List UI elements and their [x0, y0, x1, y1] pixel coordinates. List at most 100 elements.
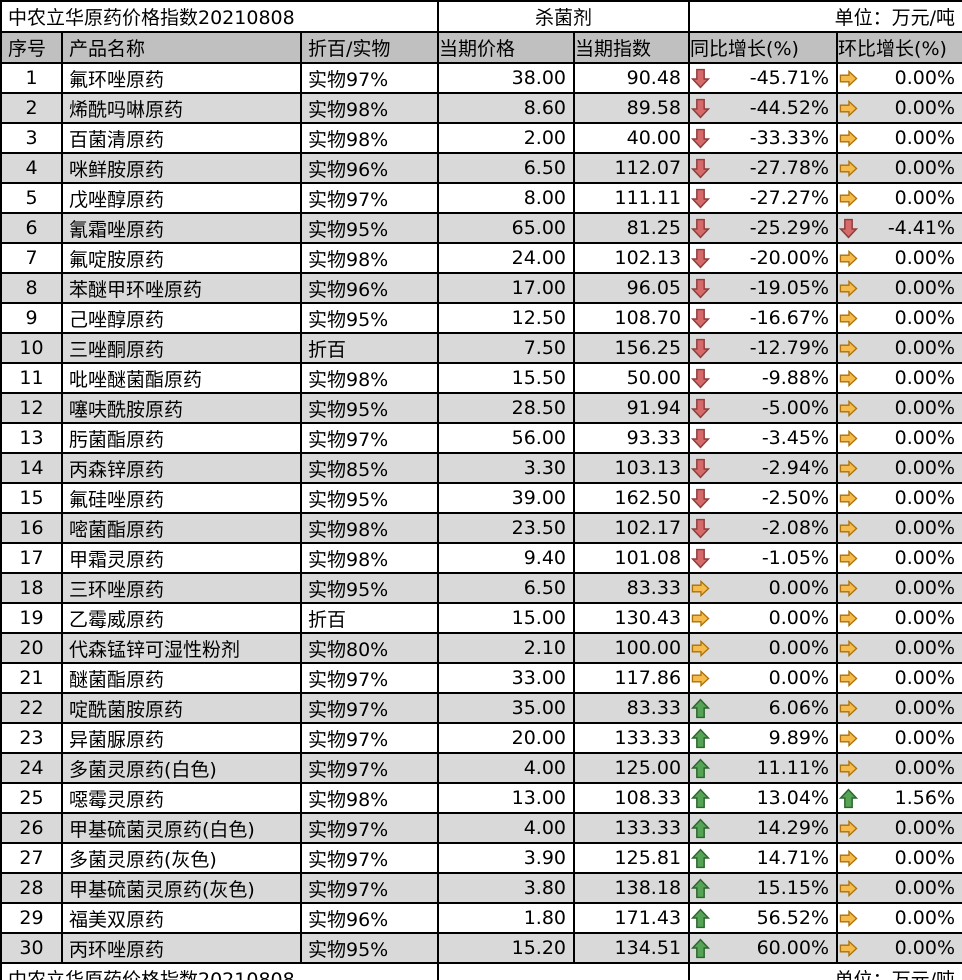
- current-price-cell[interactable]: 33.00: [437, 662, 576, 694]
- basis-cell[interactable]: 实物85%: [299, 452, 440, 484]
- current-price-cell[interactable]: 12.50: [437, 302, 576, 334]
- current-price-cell[interactable]: 2.00: [437, 122, 576, 154]
- basis-cell[interactable]: 实物95%: [299, 932, 440, 964]
- current-index-cell[interactable]: 111.11: [573, 182, 691, 214]
- yoy-growth-cell[interactable]: 9.89%: [688, 722, 839, 754]
- current-index-cell[interactable]: 162.50: [573, 482, 691, 514]
- mom-growth-cell[interactable]: 0.00%: [836, 812, 962, 844]
- current-price-cell[interactable]: 38.00: [437, 62, 576, 94]
- current-price-cell[interactable]: 4.00: [437, 812, 576, 844]
- current-index-cell[interactable]: 93.33: [573, 422, 691, 454]
- product-name-cell[interactable]: 肟菌酯原药: [61, 422, 302, 454]
- yoy-growth-cell[interactable]: 0.00%: [688, 662, 839, 694]
- current-index-cell[interactable]: 103.13: [573, 452, 691, 484]
- product-name-cell[interactable]: 甲基硫菌灵原药(白色): [61, 812, 302, 844]
- product-name-cell[interactable]: 戊唑醇原药: [61, 182, 302, 214]
- yoy-growth-cell[interactable]: -19.05%: [688, 272, 839, 304]
- product-name-cell[interactable]: 咪鲜胺原药: [61, 152, 302, 184]
- row-number-cell[interactable]: 28: [0, 872, 63, 904]
- row-number-cell[interactable]: 30: [0, 932, 63, 964]
- row-number-cell[interactable]: 26: [0, 812, 63, 844]
- current-index-cell[interactable]: 96.05: [573, 272, 691, 304]
- basis-cell[interactable]: 实物95%: [299, 572, 440, 604]
- basis-cell[interactable]: 实物98%: [299, 122, 440, 154]
- row-number-cell[interactable]: 29: [0, 902, 63, 934]
- basis-cell[interactable]: 实物98%: [299, 92, 440, 124]
- row-number-cell[interactable]: 1: [0, 62, 63, 94]
- yoy-growth-cell[interactable]: -16.67%: [688, 302, 839, 334]
- current-index-cell[interactable]: 130.43: [573, 602, 691, 634]
- yoy-growth-cell[interactable]: -2.50%: [688, 482, 839, 514]
- row-number-cell[interactable]: 6: [0, 212, 63, 244]
- current-price-cell[interactable]: 8.00: [437, 182, 576, 214]
- row-number-cell[interactable]: 21: [0, 662, 63, 694]
- next-section-unit[interactable]: 单位：万元/吨: [688, 962, 962, 980]
- product-name-cell[interactable]: 多菌灵原药(灰色): [61, 842, 302, 874]
- row-number-cell[interactable]: 4: [0, 152, 63, 184]
- product-name-cell[interactable]: 三唑酮原药: [61, 332, 302, 364]
- row-number-cell[interactable]: 7: [0, 242, 63, 274]
- current-index-cell[interactable]: 50.00: [573, 362, 691, 394]
- row-number-cell[interactable]: 11: [0, 362, 63, 394]
- current-price-cell[interactable]: 15.20: [437, 932, 576, 964]
- mom-growth-cell[interactable]: 0.00%: [836, 62, 962, 94]
- product-name-cell[interactable]: 氟啶胺原药: [61, 242, 302, 274]
- basis-cell[interactable]: 实物97%: [299, 752, 440, 784]
- current-index-cell[interactable]: 40.00: [573, 122, 691, 154]
- current-price-cell[interactable]: 24.00: [437, 242, 576, 274]
- mom-growth-cell[interactable]: 0.00%: [836, 392, 962, 424]
- current-price-cell[interactable]: 3.90: [437, 842, 576, 874]
- row-number-cell[interactable]: 10: [0, 332, 63, 364]
- yoy-growth-cell[interactable]: -25.29%: [688, 212, 839, 244]
- basis-cell[interactable]: 实物97%: [299, 872, 440, 904]
- product-name-cell[interactable]: 甲基硫菌灵原药(灰色): [61, 872, 302, 904]
- current-index-cell[interactable]: 133.33: [573, 722, 691, 754]
- row-number-cell[interactable]: 14: [0, 452, 63, 484]
- row-number-cell[interactable]: 25: [0, 782, 63, 814]
- mom-growth-cell[interactable]: 0.00%: [836, 632, 962, 664]
- basis-cell[interactable]: 实物98%: [299, 512, 440, 544]
- product-name-cell[interactable]: 三环唑原药: [61, 572, 302, 604]
- row-number-cell[interactable]: 2: [0, 92, 63, 124]
- yoy-growth-cell[interactable]: -2.94%: [688, 452, 839, 484]
- mom-growth-cell[interactable]: 0.00%: [836, 602, 962, 634]
- yoy-growth-cell[interactable]: -33.33%: [688, 122, 839, 154]
- next-section-title[interactable]: 中农立华原药价格指数20210808: [0, 962, 440, 980]
- current-price-cell[interactable]: 6.50: [437, 572, 576, 604]
- col-header-yoy[interactable]: 同比增长(%): [688, 31, 839, 64]
- basis-cell[interactable]: 折百: [299, 602, 440, 634]
- current-index-cell[interactable]: 112.07: [573, 152, 691, 184]
- row-number-cell[interactable]: 27: [0, 842, 63, 874]
- next-section-middle-cell[interactable]: [437, 962, 691, 980]
- yoy-growth-cell[interactable]: -2.08%: [688, 512, 839, 544]
- current-index-cell[interactable]: 83.33: [573, 572, 691, 604]
- current-price-cell[interactable]: 6.50: [437, 152, 576, 184]
- current-index-cell[interactable]: 102.13: [573, 242, 691, 274]
- current-index-cell[interactable]: 171.43: [573, 902, 691, 934]
- basis-cell[interactable]: 实物80%: [299, 632, 440, 664]
- current-price-cell[interactable]: 3.30: [437, 452, 576, 484]
- yoy-growth-cell[interactable]: 13.04%: [688, 782, 839, 814]
- current-price-cell[interactable]: 28.50: [437, 392, 576, 424]
- row-number-cell[interactable]: 13: [0, 422, 63, 454]
- product-name-cell[interactable]: 丙环唑原药: [61, 932, 302, 964]
- current-price-cell[interactable]: 3.80: [437, 872, 576, 904]
- sheet-title[interactable]: 中农立华原药价格指数20210808: [0, 0, 440, 33]
- current-index-cell[interactable]: 100.00: [573, 632, 691, 664]
- basis-cell[interactable]: 实物98%: [299, 242, 440, 274]
- current-index-cell[interactable]: 138.18: [573, 872, 691, 904]
- basis-cell[interactable]: 实物96%: [299, 152, 440, 184]
- current-index-cell[interactable]: 108.70: [573, 302, 691, 334]
- yoy-growth-cell[interactable]: -9.88%: [688, 362, 839, 394]
- mom-growth-cell[interactable]: -4.41%: [836, 212, 962, 244]
- current-price-cell[interactable]: 2.10: [437, 632, 576, 664]
- row-number-cell[interactable]: 8: [0, 272, 63, 304]
- yoy-growth-cell[interactable]: -12.79%: [688, 332, 839, 364]
- mom-growth-cell[interactable]: 0.00%: [836, 692, 962, 724]
- yoy-growth-cell[interactable]: 0.00%: [688, 632, 839, 664]
- yoy-growth-cell[interactable]: 60.00%: [688, 932, 839, 964]
- mom-growth-cell[interactable]: 0.00%: [836, 302, 962, 334]
- basis-cell[interactable]: 实物96%: [299, 902, 440, 934]
- current-price-cell[interactable]: 20.00: [437, 722, 576, 754]
- current-price-cell[interactable]: 39.00: [437, 482, 576, 514]
